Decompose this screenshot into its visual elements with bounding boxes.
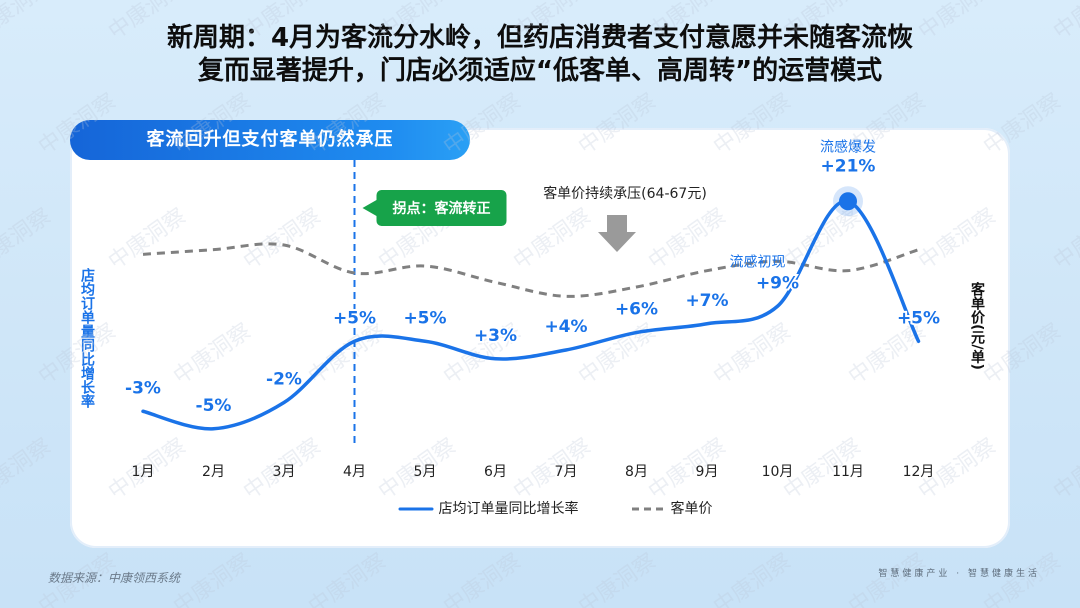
data-label: +9%: [756, 273, 799, 293]
data-label: +4%: [544, 317, 587, 337]
watermark-text: 中康洞察: [1049, 434, 1080, 505]
watermark-text: 中康洞察: [979, 319, 1065, 390]
watermark-text: 中康洞察: [169, 319, 255, 390]
x-tick-label: 7月: [555, 464, 578, 480]
x-tick-label: 10月: [762, 464, 794, 480]
watermark-text: 中康洞察: [844, 319, 930, 390]
data-label: +3%: [474, 326, 517, 346]
legend-solid-line-icon: [398, 507, 434, 511]
slogan: 智慧健康产业 · 智慧健康生活: [878, 569, 1040, 579]
watermark-text: 中康洞察: [509, 204, 595, 275]
legend-series-2: 客单价: [630, 498, 712, 518]
x-tick-label: 12月: [903, 464, 935, 480]
y-axis-left-label: 店均订单量同比增长率: [79, 268, 95, 408]
data-label: +21%: [821, 156, 876, 176]
watermark-text: 中康洞察: [1049, 204, 1080, 275]
annotation-flu-start: 流感初现: [730, 253, 786, 270]
watermark-text: 中康洞察: [709, 549, 795, 608]
x-tick-label: 4月: [343, 464, 366, 480]
legend-label-2: 客单价: [670, 501, 713, 517]
watermark-text: 中康洞察: [509, 434, 595, 505]
watermark-text: 中康洞察: [34, 89, 120, 160]
data-label: +5%: [403, 308, 446, 328]
watermark-text: 中康洞察: [239, 204, 325, 275]
x-tick-label: 2月: [202, 464, 225, 480]
legend-series-1: 店均订单量同比增长率: [398, 498, 578, 518]
x-tick-label: 3月: [273, 464, 296, 480]
watermark-text: 中康洞察: [169, 89, 255, 160]
x-tick-label: 9月: [696, 464, 719, 480]
watermark-text: 中康洞察: [0, 0, 56, 45]
watermark-text: 中康洞察: [1049, 0, 1080, 45]
peak-marker-dot: [839, 192, 857, 211]
turning-point-label: 拐点：客流转正: [393, 200, 491, 217]
legend-dashed-line-icon: [632, 507, 664, 511]
x-tick-label: 8月: [625, 464, 648, 480]
watermark-text: 中康洞察: [979, 89, 1065, 160]
watermark-text: 中康洞察: [239, 0, 325, 45]
panel-title: 客流回升但支付客单仍然承压: [70, 120, 470, 160]
watermark-text: 中康洞察: [34, 319, 120, 390]
annotation-price-pressure: 客单价持续承压(64-67元): [543, 185, 707, 202]
watermark-text: 中康洞察: [104, 204, 190, 275]
watermark-text: 中康洞察: [169, 549, 255, 608]
turning-point-pointer: [362, 200, 377, 216]
watermark-text: 中康洞察: [709, 89, 795, 160]
watermark-text: 中康洞察: [104, 0, 190, 45]
watermark-text: 中康洞察: [709, 319, 795, 390]
headline-line2: 复而显著提升，门店必须适应“低客单、高周转”的运营模式: [197, 56, 883, 86]
data-label: +7%: [685, 291, 728, 311]
source-note: 数据来源：中康领西系统: [48, 571, 181, 585]
watermark-text: 中康洞察: [439, 549, 525, 608]
data-label: +5%: [897, 308, 940, 328]
order-growth-series-line: [141, 199, 921, 431]
x-tick-label: 5月: [414, 464, 437, 480]
data-label: -2%: [266, 370, 302, 390]
price-series-line: [142, 242, 919, 298]
watermark-text: 中康洞察: [304, 89, 390, 160]
data-label: -3%: [125, 378, 161, 398]
watermark-text: 中康洞察: [0, 204, 56, 275]
data-label: +6%: [615, 300, 658, 320]
watermark-text: 中康洞察: [914, 0, 1000, 45]
down-arrow-icon: [598, 215, 636, 252]
annotation-flu-peak: 流感爆发: [820, 138, 876, 155]
watermark-text: 中康洞察: [914, 204, 1000, 275]
watermark-text: 中康洞察: [779, 0, 865, 45]
watermark-text: 中康洞察: [644, 204, 730, 275]
data-label: -5%: [196, 396, 232, 416]
watermark-text: 中康洞察: [304, 319, 390, 390]
watermark-text: 中康洞察: [509, 0, 595, 45]
turning-point-box: [376, 190, 507, 226]
watermark-text: 中康洞察: [644, 0, 730, 45]
y-axis-right-label: 客单价(元/单): [969, 282, 985, 370]
data-label: +5%: [333, 308, 376, 328]
legend-label-1: 店均订单量同比增长率: [438, 501, 579, 517]
x-tick-label: 1月: [132, 464, 155, 480]
headline: 新周期：4月为客流分水岭，但药店消费者支付意愿并未随客流恢 复而显著提升，门店必…: [0, 22, 1080, 88]
watermark-text: 中康洞察: [374, 0, 460, 45]
watermark-text: 中康洞察: [304, 549, 390, 608]
watermark-text: 中康洞察: [439, 89, 525, 160]
watermark-text: 中康洞察: [574, 549, 660, 608]
watermark-text: 中康洞察: [0, 434, 56, 505]
x-tick-label: 11月: [832, 464, 864, 480]
watermark-text: 中康洞察: [574, 89, 660, 160]
headline-line1: 新周期：4月为客流分水岭，但药店消费者支付意愿并未随客流恢: [166, 23, 914, 53]
x-tick-label: 6月: [484, 464, 507, 480]
